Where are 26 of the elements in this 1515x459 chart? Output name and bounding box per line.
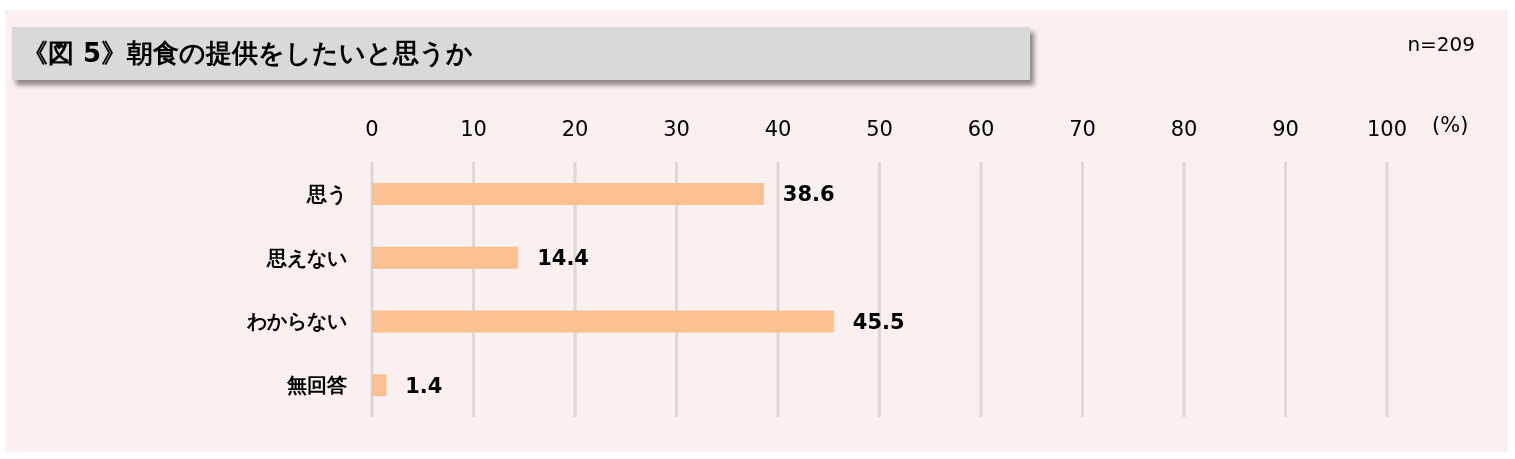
data-label: 1.4 [405, 373, 443, 398]
x-tick-label: 50 [866, 117, 893, 141]
data-label: 45.5 [852, 309, 905, 334]
y-tick-label: 無回答 [286, 373, 347, 398]
y-tick-label: わからない [246, 309, 347, 334]
y-tick-label: 思う [306, 181, 347, 206]
x-tick-label: 20 [561, 117, 589, 141]
text: n=209 [1407, 32, 1475, 56]
data-label: 14.4 [537, 246, 589, 271]
x-tick-label: 60 [967, 117, 995, 141]
chart-title: 《図 5》朝食の提供をしたいと思うか [22, 38, 474, 68]
x-tick-label: 10 [460, 117, 487, 141]
bar [372, 183, 764, 205]
x-tick-label: 0 [365, 117, 379, 141]
x-tick-label: 30 [663, 117, 690, 141]
x-axis-title: (%) [1432, 113, 1469, 137]
bar [372, 246, 519, 269]
x-tick-label: 100 [1366, 117, 1408, 141]
bar [372, 374, 387, 397]
x-tick-label: 40 [764, 117, 792, 141]
x-tick-label: 90 [1272, 117, 1299, 141]
data-label: 38.6 [782, 182, 835, 207]
y-tick-label: 思えない [266, 245, 347, 270]
bar [372, 310, 834, 333]
x-tick-label: 80 [1170, 117, 1198, 141]
x-tick-label: 70 [1069, 117, 1096, 141]
